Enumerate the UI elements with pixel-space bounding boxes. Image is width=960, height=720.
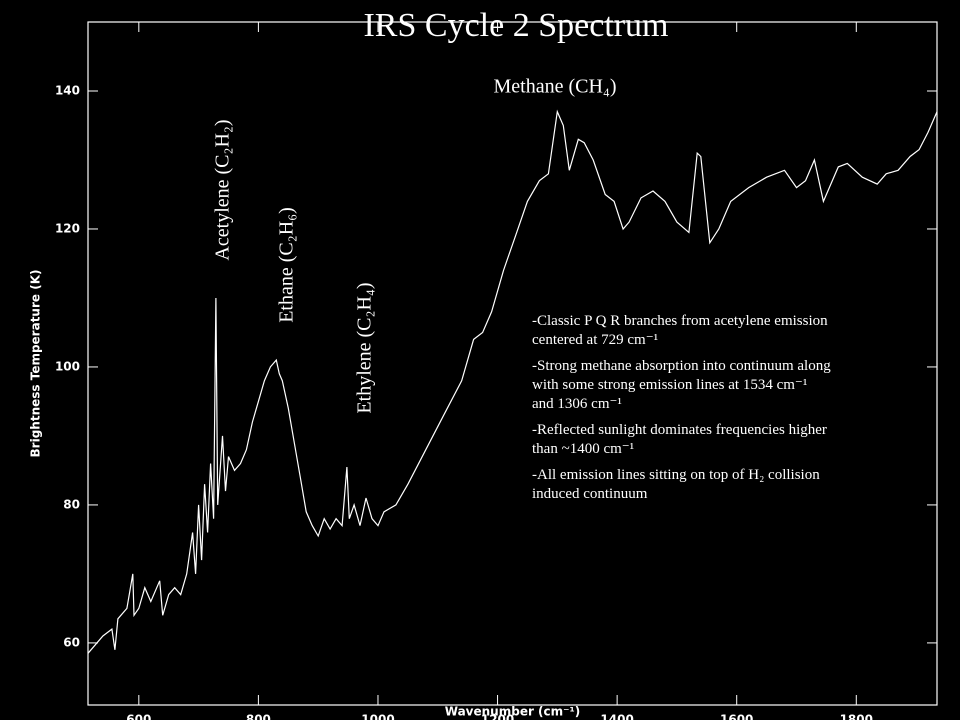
- annotation: Methane (CH₄): [493, 76, 616, 98]
- x-tick-label: 1600: [720, 713, 753, 720]
- annotation: Ethylene (C₂H₄): [354, 282, 376, 413]
- annotation: Ethane (C₂H₆): [276, 207, 298, 323]
- note: -All emission lines sitting on top of H₂…: [532, 467, 820, 502]
- y-tick-label: 120: [55, 221, 80, 235]
- x-tick-label: 1000: [361, 713, 394, 720]
- x-tick-label: 1200: [481, 713, 514, 720]
- x-tick-label: 1400: [600, 713, 633, 720]
- annotation: Acetylene (C₂H₂): [212, 119, 234, 260]
- x-axis-label: Wavenumber (cm⁻¹): [445, 705, 580, 719]
- y-tick-label: 80: [63, 497, 80, 511]
- chart-title: IRS Cycle 2 Spectrum: [363, 7, 668, 44]
- note: -Strong methane absorption into continuu…: [532, 358, 831, 412]
- note: -Classic P Q R branches from acetylene e…: [532, 313, 828, 348]
- plot-frame: [87, 21, 938, 706]
- y-axis-label: Brightness Temperature (K): [29, 270, 43, 458]
- y-tick-label: 60: [63, 635, 80, 649]
- x-tick-label: 1800: [840, 713, 873, 720]
- x-tick-label: 600: [126, 713, 151, 720]
- note: -Reflected sunlight dominates frequencie…: [532, 422, 827, 457]
- notes: -Classic P Q R branches from acetylene e…: [532, 312, 832, 511]
- spectrum-line: [87, 109, 938, 654]
- x-tick-label: 800: [246, 713, 271, 720]
- y-tick-label: 140: [55, 83, 80, 97]
- y-tick-label: 100: [55, 359, 80, 373]
